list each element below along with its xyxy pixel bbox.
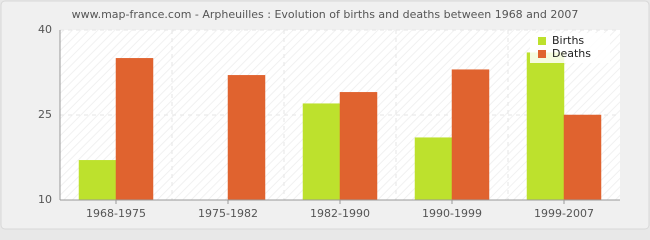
y-tick-label: 10 [38,193,52,206]
y-tick-label: 25 [38,108,52,121]
x-tick-label: 1982-1990 [310,207,370,220]
legend-swatch [538,37,546,45]
chart-title: www.map-france.com - Arpheuilles : Evolu… [72,8,579,21]
x-tick-label: 1990-1999 [422,207,482,220]
bar [227,75,266,201]
bar [78,160,117,201]
legend-label: Births [552,34,584,47]
bar [302,103,341,201]
bar [414,137,453,201]
x-tick-label: 1975-1982 [198,207,258,220]
bar [339,92,378,201]
legend-swatch [538,50,546,58]
bar [563,114,602,201]
bar [115,58,154,201]
legend-label: Deaths [552,47,591,60]
y-tick-label: 40 [38,23,52,36]
x-tick-label: 1999-2007 [534,207,594,220]
x-tick-label: 1968-1975 [86,207,146,220]
chart: www.map-france.com - Arpheuilles : Evolu… [0,0,650,230]
bar [451,69,490,201]
bar [526,52,565,201]
page: {"chart_data": {"type": "bar", "title": … [0,0,650,230]
